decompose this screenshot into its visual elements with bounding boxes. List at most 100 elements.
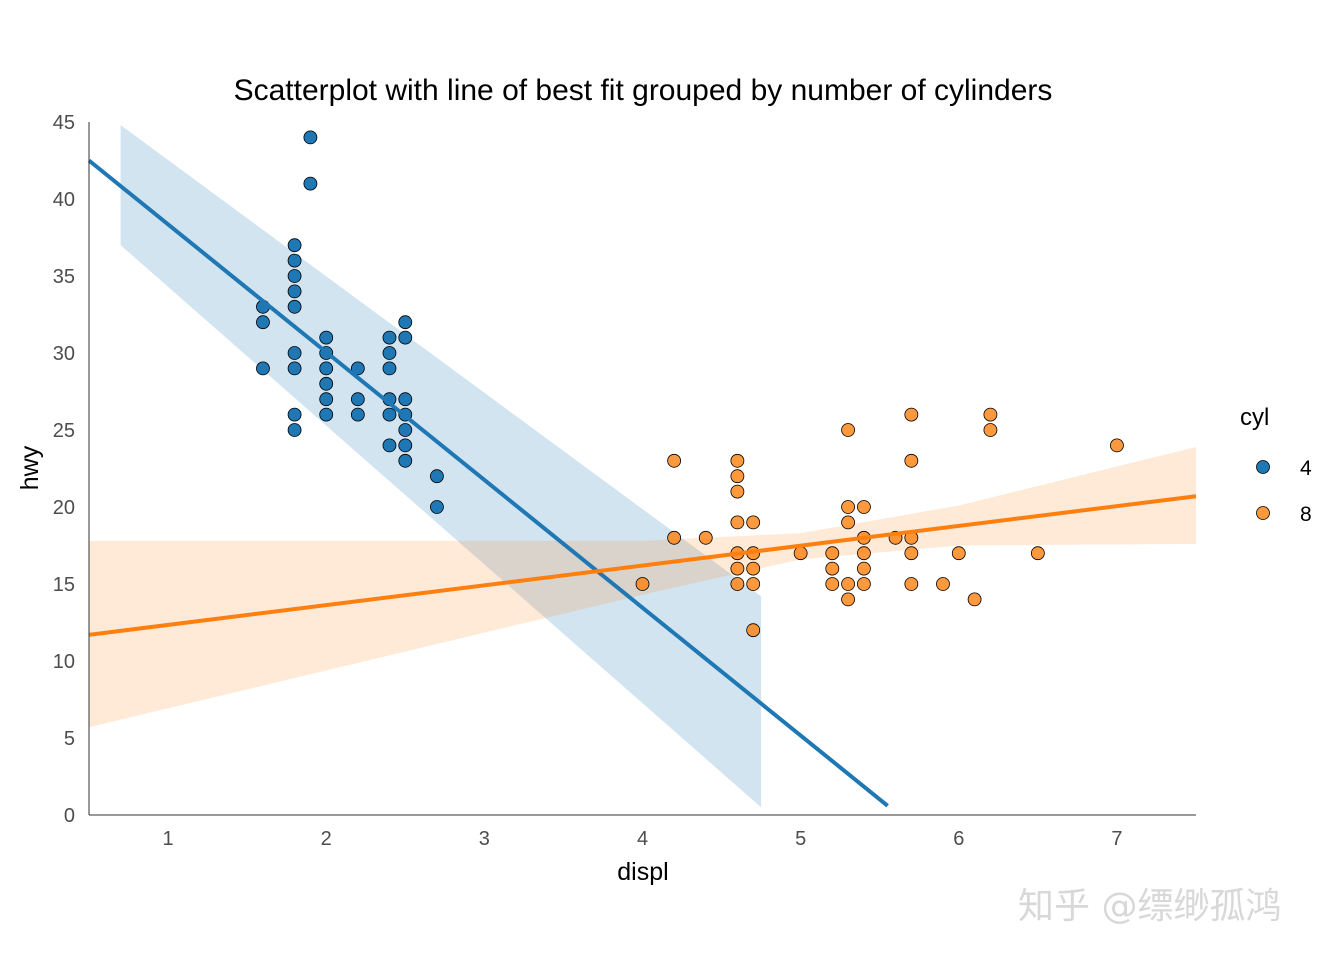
- y-axis-label: hwy: [16, 445, 44, 490]
- data-point-cyl-8: [951, 546, 966, 561]
- data-point-cyl-8: [904, 546, 919, 561]
- data-point-cyl-4: [350, 407, 365, 422]
- data-point-cyl-8: [1110, 438, 1124, 453]
- fit-line-cyl-4: [87, 158, 889, 808]
- legend-label-cyl-8: 8: [1300, 503, 1312, 526]
- data-point-cyl-4: [287, 238, 302, 253]
- data-point-cyl-4: [382, 346, 397, 360]
- data-point-cyl-4: [382, 407, 397, 422]
- data-point-cyl-8: [746, 515, 761, 530]
- y-tick-label: 25: [53, 420, 75, 442]
- data-point-cyl-4: [430, 500, 444, 514]
- data-point-cyl-8: [730, 469, 745, 484]
- data-point-cyl-4: [350, 392, 365, 407]
- data-point-cyl-8: [857, 546, 871, 561]
- data-point-cyl-8: [746, 561, 761, 576]
- data-point-cyl-8: [730, 515, 745, 530]
- data-point-cyl-4: [287, 361, 302, 376]
- data-point-cyl-8: [983, 423, 998, 437]
- x-tick-label: 5: [795, 828, 806, 850]
- x-tick-label: 6: [953, 828, 964, 850]
- data-point-cyl-8: [904, 407, 919, 422]
- data-point-cyl-8: [746, 623, 761, 638]
- data-point-cyl-8: [904, 453, 919, 468]
- x-tick-label: 3: [479, 828, 490, 850]
- data-point-cyl-4: [287, 253, 302, 268]
- confidence-band-cyl-4: [120, 125, 762, 808]
- x-tick-label: 1: [163, 828, 174, 850]
- data-point-cyl-4: [256, 315, 270, 330]
- x-tick-label: 7: [1111, 828, 1122, 850]
- legend: cyl 4 8: [1240, 404, 1312, 526]
- data-point-cyl-8: [841, 515, 855, 530]
- data-point-cyl-8: [904, 577, 919, 591]
- data-point-cyl-8: [730, 577, 745, 591]
- data-point-cyl-4: [287, 284, 302, 299]
- data-point-cyl-8: [983, 407, 998, 422]
- data-point-cyl-8: [857, 561, 871, 576]
- data-point-cyl-4: [319, 376, 334, 391]
- data-point-cyl-8: [730, 561, 745, 576]
- data-point-cyl-4: [303, 130, 318, 145]
- data-point-cyl-8: [635, 577, 650, 591]
- data-point-cyl-8: [967, 592, 982, 607]
- legend-title: cyl: [1240, 404, 1269, 431]
- data-point-cyl-4: [319, 330, 334, 345]
- data-point-cyl-4: [303, 176, 318, 191]
- y-tick-label: 35: [53, 266, 75, 288]
- x-axis-label: displ: [617, 858, 668, 886]
- watermark: 知乎 @缥缈孤鸿: [1018, 886, 1281, 927]
- legend-key-cyl-4: [1256, 460, 1270, 474]
- data-point-cyl-8: [667, 453, 682, 468]
- data-point-cyl-4: [398, 315, 413, 330]
- legend-label-cyl-4: 4: [1300, 457, 1312, 480]
- data-point-cyl-4: [319, 392, 334, 407]
- data-point-cyl-4: [256, 361, 270, 376]
- data-point-cyl-8: [857, 500, 871, 514]
- data-point-cyl-8: [841, 500, 855, 514]
- data-point-cyl-4: [398, 423, 413, 437]
- y-tick-label: 20: [53, 497, 75, 519]
- data-point-cyl-4: [287, 407, 302, 422]
- data-point-cyl-4: [398, 453, 413, 468]
- chart-title: Scatterplot with line of best fit groupe…: [234, 74, 1053, 107]
- data-point-cyl-8: [698, 530, 713, 545]
- data-point-cyl-4: [319, 407, 334, 422]
- data-point-cyl-8: [825, 577, 840, 591]
- data-point-cyl-4: [287, 346, 302, 360]
- data-point-cyl-4: [382, 361, 397, 376]
- data-point-cyl-4: [398, 330, 413, 345]
- y-tick-label: 0: [64, 805, 75, 827]
- data-point-cyl-4: [398, 392, 413, 407]
- data-point-cyl-8: [936, 577, 950, 591]
- y-tick-label: 10: [53, 651, 75, 673]
- legend-key-cyl-8: [1256, 506, 1270, 520]
- data-point-cyl-4: [350, 361, 365, 376]
- data-point-cyl-8: [667, 530, 682, 545]
- fit-line-cyl-8: [88, 494, 1197, 637]
- y-tick-label: 30: [53, 343, 75, 365]
- x-tick-label: 4: [637, 828, 648, 850]
- data-point-cyl-4: [287, 299, 302, 314]
- data-point-cyl-8: [793, 546, 808, 561]
- data-point-cyl-8: [1030, 546, 1045, 561]
- data-point-cyl-4: [287, 423, 302, 437]
- data-point-cyl-4: [398, 438, 413, 453]
- y-tick-label: 5: [64, 728, 75, 750]
- data-point-cyl-8: [825, 561, 840, 576]
- data-point-cyl-4: [319, 361, 334, 376]
- data-point-cyl-8: [730, 484, 745, 499]
- y-tick-label: 15: [53, 574, 75, 596]
- x-tick-label: 2: [321, 828, 332, 850]
- data-point-cyl-8: [730, 453, 745, 468]
- data-point-cyl-4: [430, 469, 444, 484]
- y-tick-label: 40: [53, 189, 75, 211]
- data-point-cyl-8: [841, 592, 855, 607]
- data-point-cyl-8: [825, 546, 840, 561]
- y-tick-label: 45: [53, 112, 75, 134]
- data-point-cyl-8: [841, 423, 855, 437]
- data-point-cyl-4: [382, 438, 397, 453]
- data-point-cyl-8: [841, 577, 855, 591]
- data-point-cyl-4: [287, 269, 302, 283]
